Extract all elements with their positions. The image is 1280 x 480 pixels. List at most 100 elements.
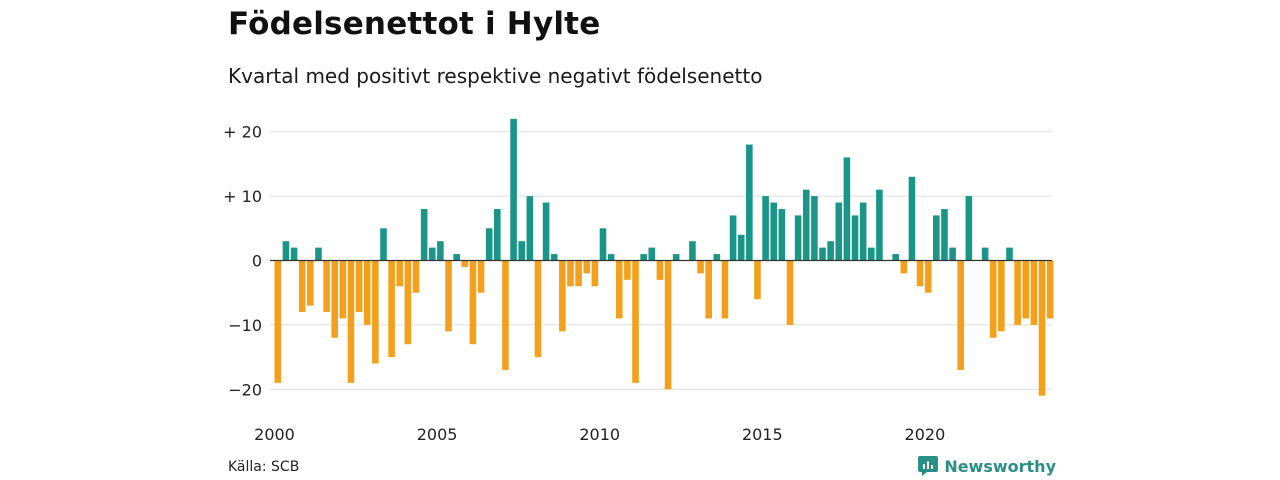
bar-negative bbox=[957, 260, 965, 370]
bar-negative bbox=[615, 260, 623, 319]
newsworthy-logo-icon bbox=[918, 456, 939, 476]
x-tick-labels: 2000 2005 2010 2015 2020 bbox=[254, 425, 945, 444]
bar-negative bbox=[575, 260, 582, 287]
brand-logo: Newsworthy bbox=[918, 456, 1056, 476]
bar-positive bbox=[737, 234, 745, 261]
bar-positive bbox=[428, 247, 436, 261]
bar-negative bbox=[534, 260, 542, 358]
bar-negative bbox=[591, 260, 599, 287]
bar-negative bbox=[347, 260, 355, 383]
bar-positive bbox=[770, 202, 778, 261]
bar-negative bbox=[656, 260, 664, 280]
bar-positive bbox=[689, 241, 696, 261]
bar-negative bbox=[989, 260, 997, 338]
bar-positive bbox=[811, 196, 818, 261]
gridlines bbox=[270, 131, 1052, 390]
bar-negative bbox=[298, 260, 306, 313]
x-tick-label: 2005 bbox=[417, 425, 458, 444]
y-tick-label: −10 bbox=[228, 316, 262, 335]
bar-positive bbox=[315, 247, 322, 261]
bar-positive bbox=[420, 208, 428, 261]
bar-positive bbox=[843, 157, 851, 261]
bar-negative bbox=[372, 260, 379, 364]
bar-negative bbox=[998, 260, 1005, 332]
bar-positive bbox=[827, 241, 834, 261]
bar-positive bbox=[290, 247, 298, 261]
bar-positive bbox=[981, 247, 989, 261]
bar-negative bbox=[388, 260, 395, 358]
bar-positive bbox=[965, 196, 973, 261]
bar-positive bbox=[526, 196, 534, 261]
bar-negative bbox=[624, 260, 631, 280]
bar-negative bbox=[1014, 260, 1021, 325]
bar-positive bbox=[485, 228, 493, 261]
bar-positive bbox=[550, 254, 558, 261]
bar-negative bbox=[1046, 260, 1054, 319]
bar-negative bbox=[697, 260, 704, 274]
bar-negative bbox=[396, 260, 404, 287]
bar-positive bbox=[949, 247, 956, 261]
bar-negative bbox=[355, 260, 363, 313]
bar-negative bbox=[754, 260, 761, 300]
bar-negative bbox=[1038, 260, 1046, 396]
bar-positive bbox=[599, 228, 607, 261]
bar-positive bbox=[453, 254, 460, 261]
x-tick-label: 2020 bbox=[905, 425, 946, 444]
bar-positive bbox=[746, 144, 753, 261]
source-note: Källa: SCB bbox=[228, 459, 300, 475]
bar-chart: + 20 + 10 0 −10 −20 2000 2005 2010 2015 2020 bbox=[223, 118, 1054, 444]
bar-positive bbox=[437, 241, 444, 261]
bar-negative bbox=[323, 260, 330, 313]
bar-negative bbox=[1030, 260, 1038, 325]
bar-positive bbox=[876, 189, 883, 261]
bar-negative bbox=[445, 260, 452, 332]
bar-positive bbox=[908, 176, 916, 261]
bar-positive bbox=[802, 189, 810, 261]
bar-positive bbox=[729, 215, 737, 261]
bar-positive bbox=[542, 202, 550, 261]
bar-positive bbox=[713, 254, 721, 261]
bar-negative bbox=[567, 260, 574, 287]
bar-positive bbox=[648, 247, 656, 261]
bar-negative bbox=[705, 260, 712, 319]
y-tick-label: −20 bbox=[228, 380, 262, 399]
bar-positive bbox=[380, 228, 387, 261]
bar-positive bbox=[494, 208, 501, 261]
bar-positive bbox=[933, 215, 940, 261]
bar-negative bbox=[363, 260, 371, 325]
bar-negative bbox=[664, 260, 672, 390]
bar-negative bbox=[583, 260, 591, 274]
y-tick-label: + 10 bbox=[223, 187, 262, 206]
bar-negative bbox=[721, 260, 729, 319]
bar-positive bbox=[819, 247, 826, 261]
bar-negative bbox=[1022, 260, 1030, 319]
bar-negative bbox=[469, 260, 477, 345]
bar-negative bbox=[786, 260, 794, 325]
y-tick-labels: + 20 + 10 0 −10 −20 bbox=[223, 123, 262, 400]
bar-negative bbox=[339, 260, 347, 319]
y-tick-label: + 20 bbox=[223, 123, 262, 142]
bar-negative bbox=[331, 260, 339, 338]
bar-negative bbox=[916, 260, 924, 287]
bar-positive bbox=[640, 254, 647, 261]
bar-positive bbox=[607, 254, 615, 261]
bar-positive bbox=[941, 208, 948, 261]
bar-negative bbox=[924, 260, 932, 293]
bar-positive bbox=[510, 118, 517, 261]
bar-negative bbox=[559, 260, 566, 332]
bar-positive bbox=[518, 241, 525, 261]
bar-positive bbox=[867, 247, 875, 261]
chart-subtitle: Kvartal med positivt respektive negativt… bbox=[228, 64, 763, 88]
bar-positive bbox=[762, 196, 769, 261]
bar-negative bbox=[477, 260, 485, 293]
x-tick-label: 2015 bbox=[742, 425, 783, 444]
bar-positive bbox=[1006, 247, 1013, 261]
bars bbox=[274, 118, 1054, 396]
bar-negative bbox=[412, 260, 420, 293]
bar-positive bbox=[282, 241, 290, 261]
brand-name: Newsworthy bbox=[944, 456, 1056, 476]
bar-negative bbox=[461, 260, 469, 267]
x-tick-label: 2000 bbox=[254, 425, 295, 444]
x-tick-label: 2010 bbox=[579, 425, 620, 444]
bar-negative bbox=[404, 260, 412, 345]
